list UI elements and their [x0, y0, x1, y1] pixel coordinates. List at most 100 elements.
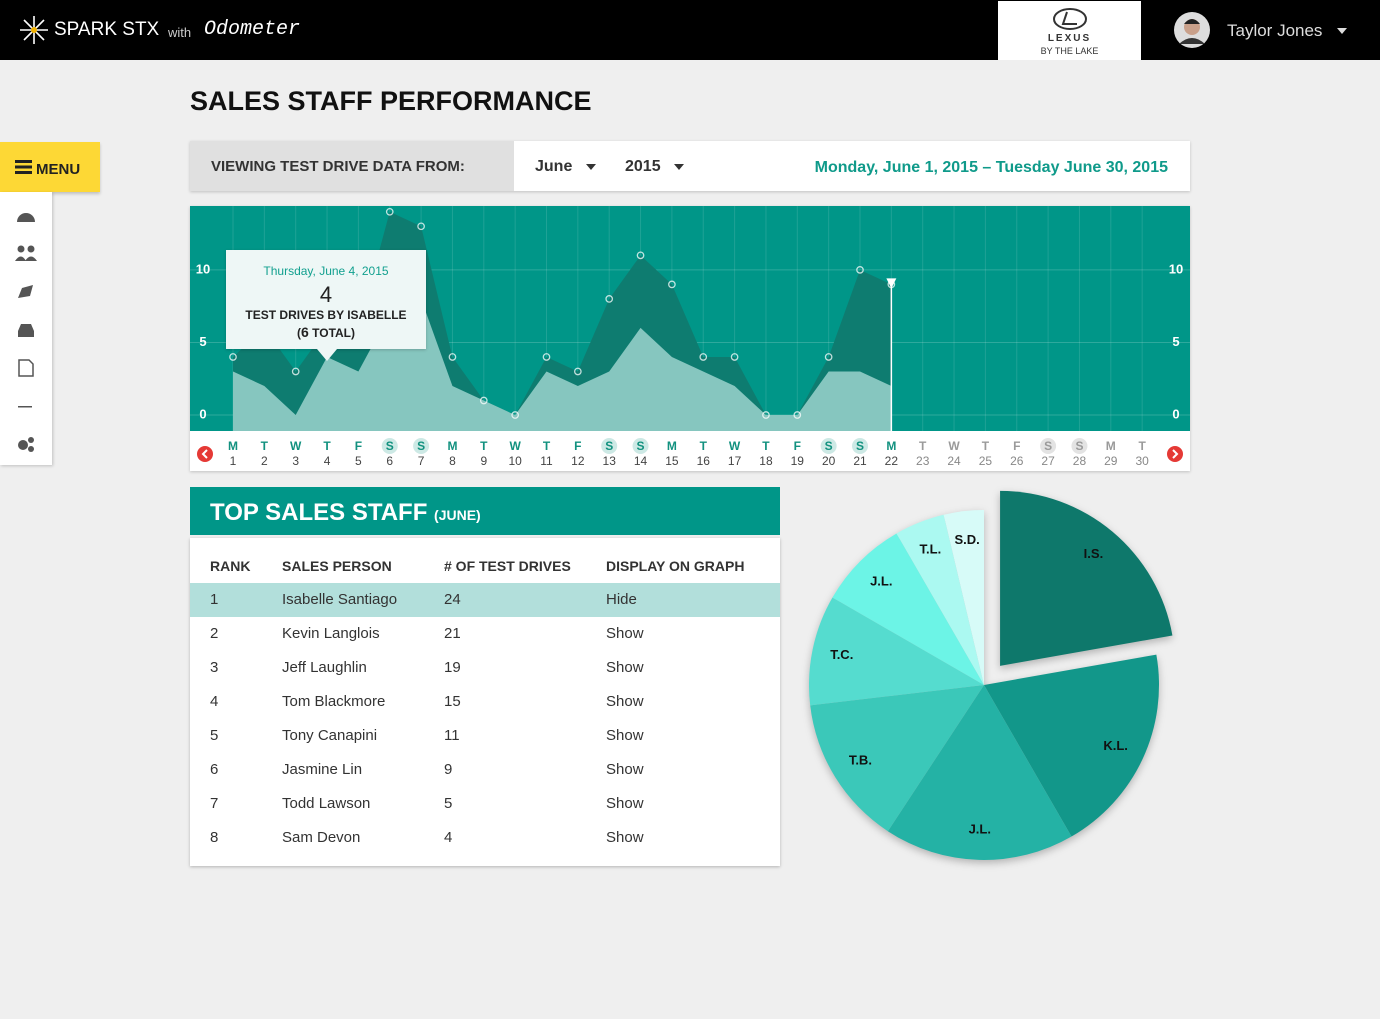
weekday-label: F [1013, 439, 1020, 453]
x-axis-strip [190, 431, 1190, 471]
data-point [542, 353, 551, 361]
weekday-label: F [574, 439, 581, 453]
next-arrow[interactable] [1167, 446, 1183, 462]
dealer-tagline: BY THE LAKE [1040, 46, 1099, 56]
sidebar-icons [15, 212, 37, 452]
table-row: 7 Todd Lawson 5 Show [190, 787, 780, 821]
avatar[interactable] [1174, 12, 1210, 48]
data-point [636, 251, 645, 260]
weekday-label: S [605, 439, 613, 453]
x-tick-label: 27 [1041, 454, 1055, 468]
month-caret[interactable] [586, 164, 596, 170]
staff-icon[interactable] [15, 245, 37, 262]
display-toggle[interactable]: Show [606, 761, 644, 778]
data-point [856, 266, 864, 274]
weekday-label: S [417, 439, 425, 453]
dealer-name: LEXUS [1047, 33, 1092, 44]
display-toggle[interactable]: Show [606, 795, 644, 812]
weekday-label: W [729, 439, 741, 453]
weekday-label: T [543, 439, 551, 453]
weekday-label: T [762, 439, 770, 453]
rank: 6 [210, 761, 219, 778]
x-tick-label: 21 [853, 454, 867, 468]
data-point [417, 222, 425, 231]
x-tick-label: 29 [1104, 454, 1118, 468]
filter-label-box [190, 141, 514, 191]
x-tick-label: 22 [885, 454, 899, 468]
tooltip-total-close: TOTAL) [308, 326, 355, 340]
weekend-highlight [632, 438, 649, 454]
x-tick-label: 14 [634, 454, 648, 468]
month-select[interactable]: June [535, 158, 573, 175]
rank: 1 [210, 591, 219, 608]
data-point [668, 280, 676, 289]
weekday-label: T [700, 439, 708, 453]
test-drives: 21 [444, 625, 461, 642]
year-select[interactable]: 2015 [625, 158, 661, 175]
car-icon[interactable] [18, 324, 34, 337]
y-tick-label: 0 [199, 406, 206, 421]
x-tick-label: 17 [728, 454, 742, 468]
filter-label: VIEWING TEST DRIVE DATA FROM: [211, 158, 465, 175]
display-toggle[interactable]: Show [606, 829, 644, 846]
sales-person: Tom Blackmore [282, 693, 386, 710]
data-point [511, 411, 519, 419]
x-tick-label: 25 [979, 454, 993, 468]
table-subtitle: (JUNE) [434, 507, 481, 523]
table-title: TOP SALES STAFF [210, 499, 428, 526]
table-title-line: TOP SALES STAFF (JUNE) [210, 499, 481, 527]
weekday-label: S [1075, 439, 1083, 453]
year-caret[interactable] [674, 164, 684, 170]
filter-bar: VIEWING TEST DRIVE DATA FROM: June 2015 … [190, 141, 1190, 191]
weekday-label: S [386, 439, 394, 453]
display-toggle[interactable]: Show [606, 625, 644, 642]
weekend-highlight [820, 438, 837, 454]
tooltip-pointer [317, 349, 337, 361]
weekday-label: T [1138, 439, 1146, 453]
y-tick-label-right: 5 [1172, 334, 1179, 349]
page-title: SALES STAFF PERFORMANCE [190, 86, 592, 116]
menu-label: MENU [36, 161, 81, 178]
display-toggle[interactable]: Show [606, 693, 644, 710]
y-tick-label: 5 [199, 334, 206, 349]
column-header: RANK [210, 558, 251, 574]
user-caret[interactable] [1337, 28, 1347, 34]
menu-button[interactable]: MENU [0, 142, 100, 192]
pie-label: S.D. [954, 532, 979, 547]
weekday-label: S [637, 439, 645, 453]
weekday-label: T [982, 439, 990, 453]
rank: 4 [210, 693, 219, 710]
tooltip-total-open: ( [296, 326, 301, 340]
sales-person: Isabelle Santiago [282, 591, 398, 608]
prev-arrow[interactable] [197, 446, 213, 462]
pie-slice [887, 685, 1072, 860]
weekday-label: S [1044, 439, 1052, 453]
pie-slice [809, 597, 984, 706]
tooltip-total-value: 6 [300, 324, 309, 340]
x-tick-label: 19 [791, 454, 805, 468]
weekday-label: W [290, 439, 302, 453]
test-drives: 11 [444, 727, 460, 744]
report-icon[interactable] [18, 359, 34, 377]
x-tick-label: 10 [508, 454, 522, 468]
column-header: # OF TEST DRIVES [444, 558, 571, 574]
weekday-label: M [447, 439, 457, 453]
dealer-box: LEXUS BY THE LAKE [998, 1, 1141, 60]
display-toggle[interactable]: Show [606, 659, 644, 676]
weekday-label: S [825, 439, 833, 453]
display-toggle[interactable]: Hide [606, 591, 637, 608]
weekend-highlight [1071, 438, 1088, 454]
test-drives: 4 [444, 829, 453, 846]
settings-icon[interactable] [18, 437, 34, 452]
test-drives: 9 [444, 761, 453, 778]
dashboard-icon[interactable] [17, 212, 35, 222]
weekend-highlight [381, 438, 398, 454]
rank: 5 [210, 727, 219, 744]
pie-slice [832, 533, 984, 685]
user-name[interactable]: Taylor Jones [1227, 21, 1323, 40]
data-point [573, 367, 582, 376]
weekend-highlight [852, 438, 868, 454]
rocket-icon[interactable] [18, 285, 33, 298]
display-toggle[interactable]: Show [606, 727, 644, 744]
